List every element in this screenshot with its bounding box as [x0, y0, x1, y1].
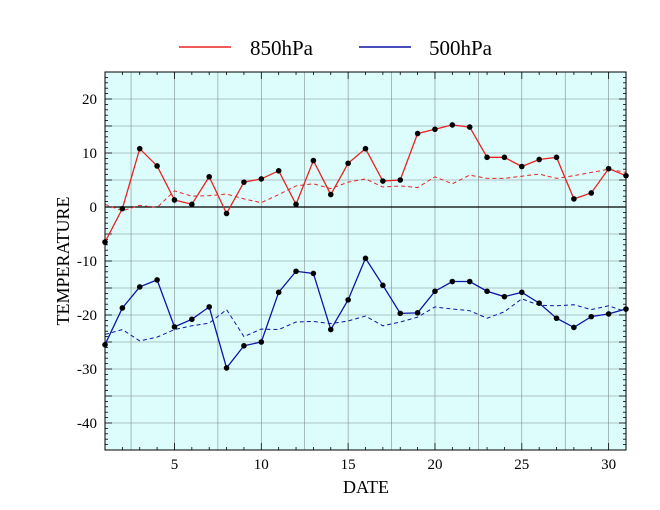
data-point-500hpa [171, 324, 178, 330]
legend-label-500hpa: 500hPa [429, 36, 493, 60]
data-point-500hpa [275, 289, 282, 296]
y-tick-label: -40 [77, 416, 97, 432]
data-point-500hpa [362, 255, 369, 262]
x-tick-label: 25 [514, 457, 529, 473]
data-point-500hpa [397, 310, 404, 317]
y-tick-label: 0 [90, 200, 98, 216]
data-point-850hpa [397, 177, 404, 183]
data-point-500hpa [588, 313, 595, 320]
data-point-850hpa [154, 163, 160, 169]
x-tick-label: 5 [171, 457, 179, 473]
data-point-500hpa [484, 288, 490, 295]
data-point-500hpa [449, 278, 456, 285]
data-point-850hpa [206, 173, 212, 180]
plot-frame [104, 71, 627, 451]
data-point-500hpa [536, 300, 542, 306]
data-point-500hpa [241, 342, 247, 349]
series-layer [102, 122, 629, 371]
data-point-500hpa [345, 297, 351, 303]
x-tick-label: 20 [427, 457, 442, 473]
data-point-500hpa [466, 278, 473, 285]
data-point-850hpa [258, 176, 265, 182]
data-point-850hpa [588, 190, 595, 196]
data-point-850hpa [362, 145, 369, 152]
data-point-850hpa [501, 154, 508, 161]
data-point-850hpa [449, 122, 456, 128]
y-tick-label: -10 [77, 254, 97, 270]
data-point-850hpa [571, 196, 577, 202]
data-point-850hpa [171, 197, 178, 203]
data-point-500hpa [414, 310, 421, 316]
data-point-500hpa [605, 311, 612, 317]
data-point-850hpa [293, 201, 299, 208]
y-tick-label: -20 [77, 308, 97, 324]
data-point-850hpa [136, 145, 143, 152]
data-point-850hpa [484, 154, 490, 161]
data-point-500hpa [553, 315, 560, 322]
y-tick-label: -30 [77, 362, 97, 378]
data-point-500hpa [310, 270, 317, 277]
data-point-500hpa [501, 293, 508, 300]
data-point-500hpa [571, 324, 577, 331]
data-point-850hpa [189, 201, 195, 208]
data-point-850hpa [327, 191, 334, 198]
grid [105, 72, 626, 450]
x-tick-label: 30 [601, 457, 616, 473]
x-axis-label: DATE [343, 477, 389, 497]
data-point-850hpa [223, 210, 230, 217]
data-point-850hpa [466, 124, 473, 130]
data-point-500hpa [136, 284, 143, 290]
data-point-850hpa [519, 163, 525, 170]
x-tick-label: 15 [341, 457, 356, 473]
data-point-500hpa [519, 289, 525, 296]
y-tick-label: 10 [82, 146, 97, 162]
data-point-850hpa [241, 179, 247, 185]
data-point-500hpa [223, 365, 230, 371]
data-point-850hpa [432, 126, 438, 133]
data-point-500hpa [293, 268, 299, 275]
data-point-850hpa [119, 205, 126, 212]
data-point-500hpa [380, 282, 386, 289]
data-point-850hpa [310, 157, 317, 164]
data-point-500hpa [327, 326, 334, 333]
data-point-850hpa [380, 178, 386, 184]
legend: 850hPa 500hPa [179, 36, 493, 60]
y-axis-label: TEMPERATURE [53, 196, 73, 325]
y-tick-label: 20 [82, 92, 97, 108]
data-point-850hpa [536, 156, 542, 163]
data-point-850hpa [414, 130, 421, 137]
data-point-500hpa [258, 339, 265, 345]
x-tick-label: 10 [254, 457, 269, 473]
data-point-850hpa [553, 154, 560, 161]
data-point-500hpa [432, 288, 438, 295]
axis-ticks: 5 10 15 20 25 30 20 10 0 -10 -20 -30 -40 [77, 72, 626, 473]
data-point-850hpa [275, 168, 282, 174]
data-point-500hpa [206, 304, 212, 310]
data-point-500hpa [119, 305, 126, 311]
data-point-850hpa [345, 160, 351, 167]
data-point-500hpa [189, 316, 195, 323]
legend-label-850hpa: 850hPa [250, 36, 314, 60]
data-point-850hpa [605, 165, 612, 172]
data-point-500hpa [154, 277, 160, 283]
